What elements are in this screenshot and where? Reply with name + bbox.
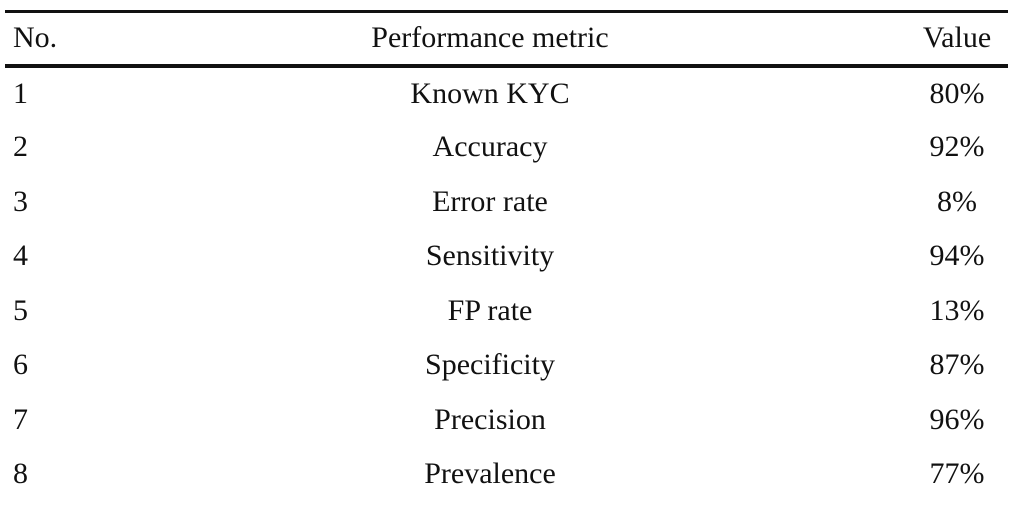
header-metric: Performance metric [371,21,609,55]
table-row: 2 Accuracy 92% [5,120,1008,175]
cell-metric: Sensitivity [425,239,555,273]
table-row: 4 Sensitivity 94% [5,229,1008,284]
cell-metric: Precision [434,402,546,436]
table-row: 3 Error rate 8% [5,175,1008,230]
cell-no: 4 [13,239,28,273]
cell-no: 2 [13,130,28,164]
cell-value: 77% [929,457,985,491]
header-no: No. [13,21,58,55]
cell-value: 92% [929,130,985,164]
cell-metric: Specificity [425,348,555,382]
cell-value: 80% [929,76,985,110]
table-row: 1 Known KYC 80% [5,66,1008,121]
cell-metric: Known KYC [410,76,570,110]
cell-value: 87% [929,348,985,382]
cell-no: 1 [13,76,28,110]
cell-value: 94% [929,239,985,273]
cell-value: 96% [929,402,985,436]
cell-metric: FP rate [447,293,533,327]
header-row: No. Performance metric Value [5,12,1008,66]
table-row: 7 Precision 96% [5,393,1008,448]
cell-no: 6 [13,348,28,382]
cell-value: 8% [937,184,977,218]
cell-no: 7 [13,402,28,436]
cell-no: 5 [13,293,28,327]
table-row: 8 Prevalence 77% [5,447,1008,502]
table-header: No. Performance metric Value [5,12,1008,66]
cell-metric: Prevalence [424,457,556,491]
cell-no: 8 [13,457,28,491]
cell-value: 13% [929,293,985,327]
cell-metric: Error rate [432,184,548,218]
table-row: 6 Specificity 87% [5,338,1008,393]
performance-metrics-table: No. Performance metric Value 1 Known KYC 8… [5,10,1008,502]
table-body: 1 Known KYC 80% 2 Accuracy 92% 3 Error rate 8% 4 S… [5,66,1008,502]
table-row: 5 FP rate 13% [5,284,1008,339]
header-value: Value [922,21,992,55]
cell-metric: Accuracy [432,130,548,164]
cell-no: 3 [13,184,28,218]
